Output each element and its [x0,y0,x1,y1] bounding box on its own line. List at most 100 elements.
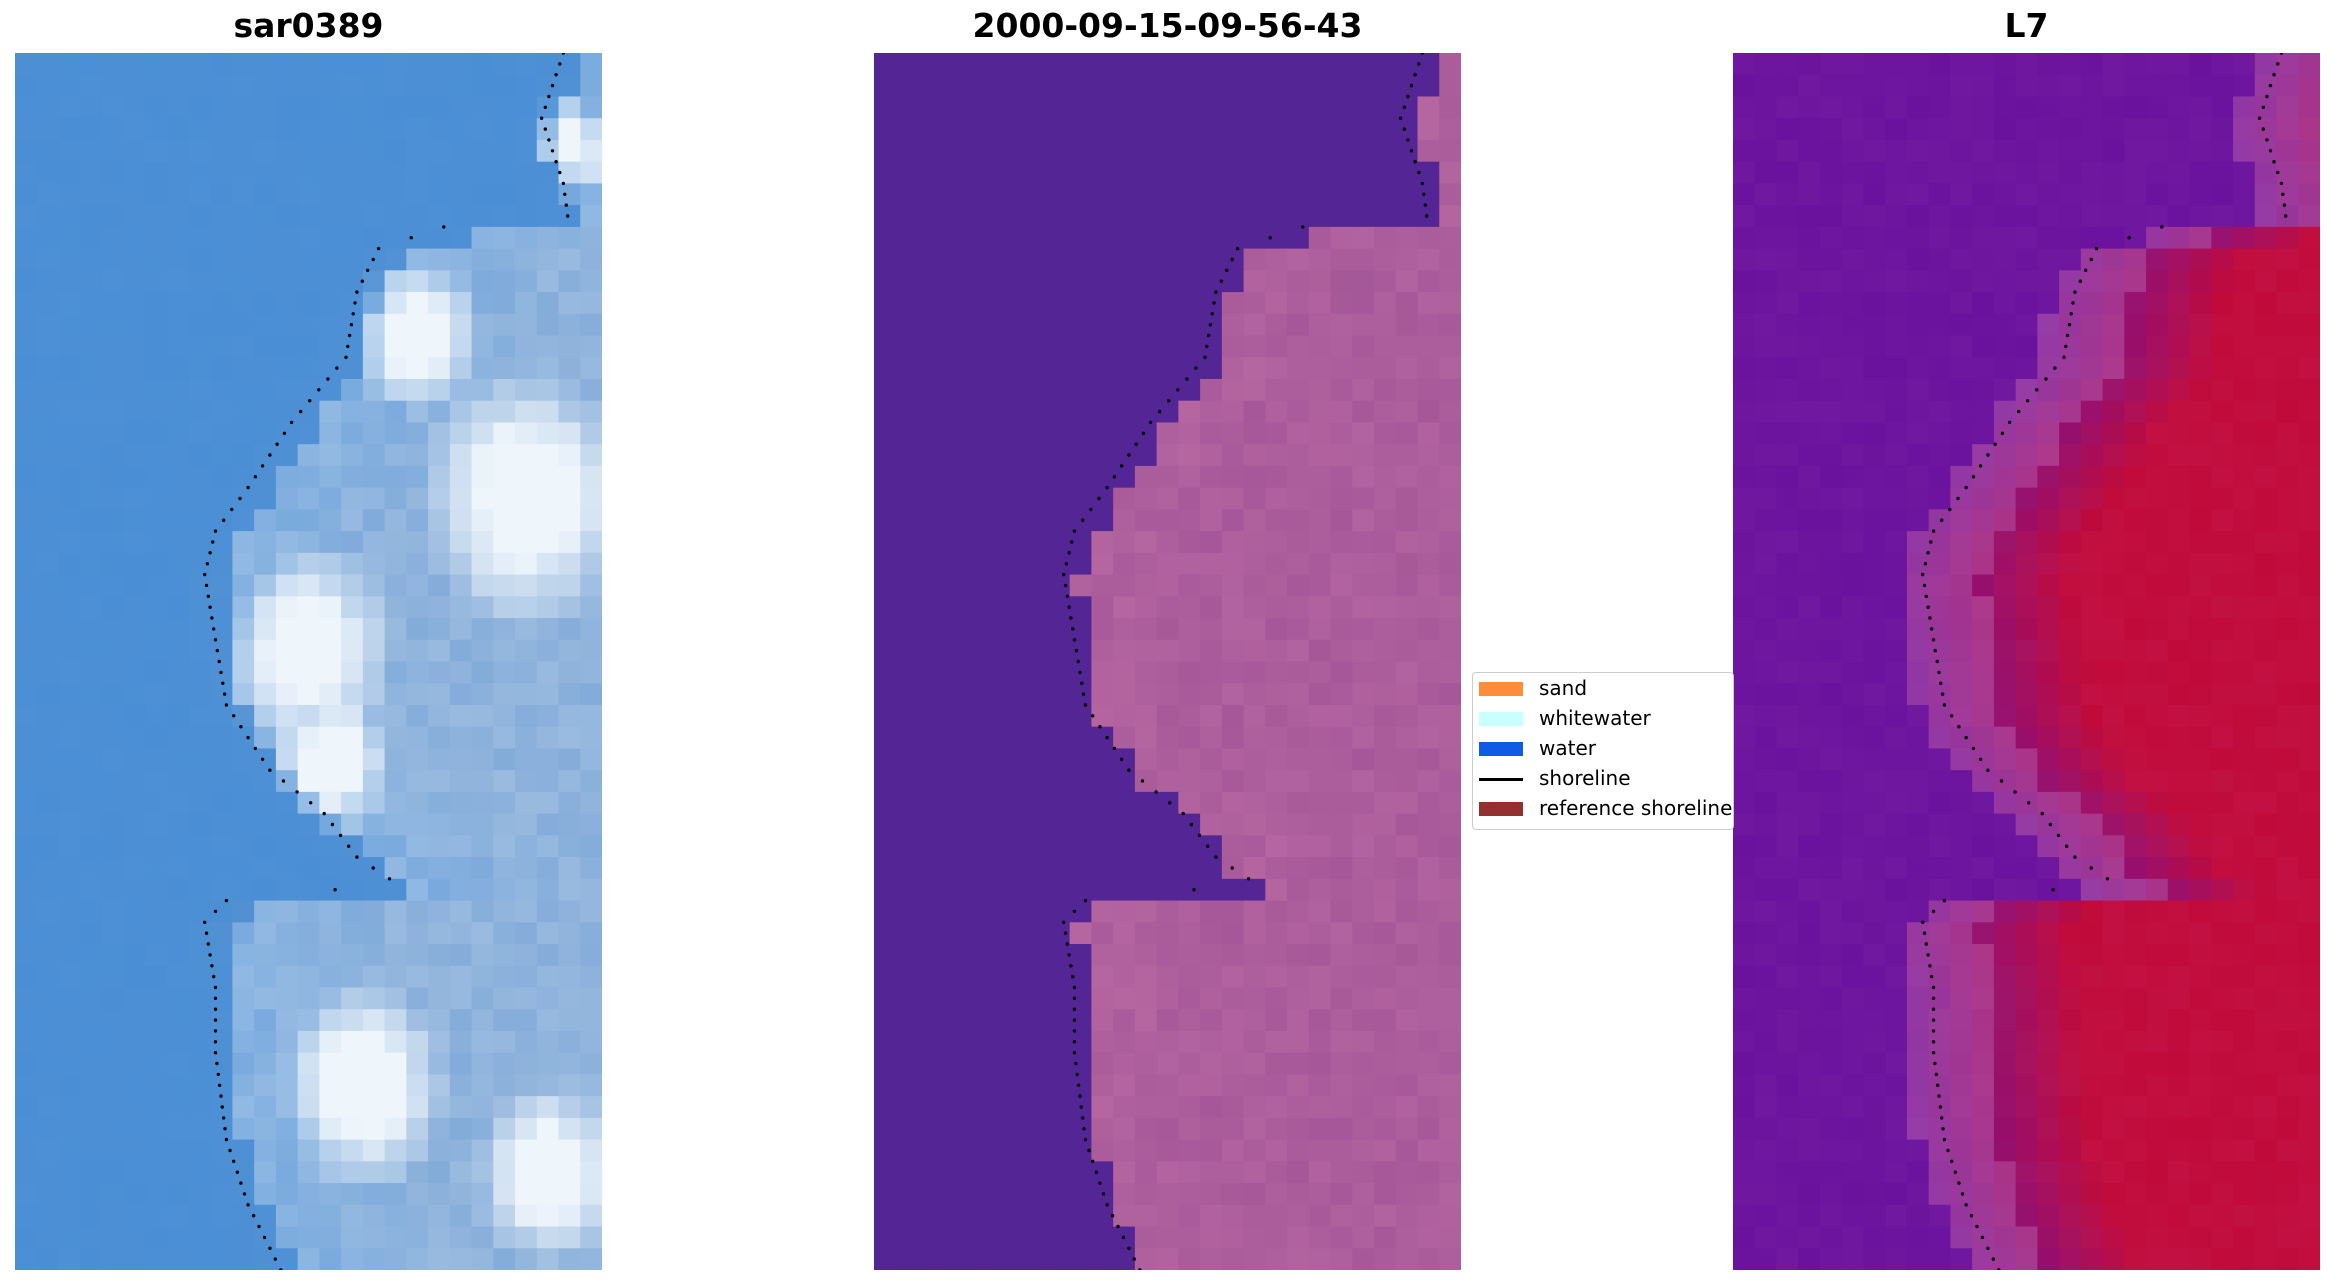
shoreline-dot [2282,203,2286,207]
shoreline-dot [219,1094,223,1098]
shoreline-dot [1956,496,1960,501]
shoreline-dot [563,192,567,196]
shoreline-dot [1940,692,1945,696]
shoreline-dot [558,62,562,66]
shoreline-dot [2089,866,2093,870]
shoreline-dot [1081,518,1085,522]
shoreline-dot [308,399,312,403]
shoreline-dot [376,246,381,251]
shoreline-dot [1069,964,1073,968]
shoreline-dot [1083,1137,1088,1142]
shoreline-dot [1246,877,1251,881]
shoreline-dot [1138,1268,1142,1270]
shoreline-dot [1076,659,1080,664]
shoreline-dot [1089,507,1093,512]
shoreline-dot [547,138,551,142]
shoreline-dot [1141,431,1146,435]
shoreline-dot [1067,953,1071,957]
shoreline-dot [1072,996,1077,1000]
shoreline-dot [215,648,219,653]
shoreline-dot [239,725,243,729]
shoreline-dot [1197,833,1202,838]
shoreline-dot [1409,83,1414,88]
shoreline-dot [346,344,350,349]
shoreline-dot [253,746,258,751]
shoreline-dot [1206,333,1211,338]
rgb-satellite-image [15,53,602,1270]
legend-label: whitewater [1539,706,1651,730]
shoreline-dot [2053,366,2057,370]
shoreline-dot [1931,529,1936,533]
water-index-image [1733,53,2320,1270]
shoreline-dot [222,692,227,696]
shoreline-dot [1075,1072,1079,1077]
shoreline-dot [213,529,218,533]
panel-title-index: L7 [2004,6,2049,45]
shoreline-dot [1930,974,1934,979]
shoreline-dot [1931,1018,1936,1022]
shoreline-dot [2261,105,2265,109]
shoreline-dot [347,844,351,848]
shoreline-dot [260,464,265,468]
shoreline-dot [1074,648,1078,653]
shoreline-dot [1926,605,1930,609]
shoreline-dot [1105,1203,1109,1207]
shoreline-dot [1975,1224,1979,1229]
shoreline-dot [1062,920,1066,924]
shoreline-dot [335,366,339,370]
shoreline-dot [235,1170,239,1174]
shoreline-dot [213,985,218,990]
legend-item-water: water [1473,735,1733,761]
shoreline-dot [2071,301,2075,305]
shoreline-dot [1922,931,1927,935]
shoreline-dot [1094,1170,1098,1174]
shoreline-dot [2265,138,2269,142]
shoreline-dot [1406,138,1410,142]
shoreline-dot [213,996,218,1000]
shoreline-dot [366,268,370,272]
shoreline-dot [1067,605,1071,609]
shoreline-dot [1076,1083,1081,1088]
shoreline-dot [1063,583,1068,588]
shoreline-dot [1181,811,1185,816]
shoreline-dot [212,627,216,631]
shoreline-dot [550,83,555,88]
shoreline-dot [238,496,242,501]
shoreline-dot [333,888,337,892]
shoreline-dot [2027,801,2031,805]
shoreline-dot [1931,985,1936,990]
shoreline-dot [1121,1235,1126,1240]
shoreline-dot [1991,1257,1995,1261]
shoreline-dot [206,594,210,598]
shoreline-dot [2084,268,2088,272]
shoreline-dot [1098,725,1102,729]
shoreline-dot [1112,475,1117,479]
reference-shoreline-swatch [1479,802,1523,816]
shoreline-dot [1176,388,1180,392]
shoreline-dot [1091,714,1095,718]
shoreline-dot [2268,149,2273,153]
shoreline-dot [1939,681,1943,685]
shoreline-dot [2007,420,2012,425]
shoreline-dot [1931,1007,1936,1011]
shoreline-dot [1986,1246,1990,1251]
shoreline-dot [1931,996,1936,1000]
shoreline-dot [204,583,209,588]
shoreline-dot [1127,1246,1131,1251]
shoreline-dot [2044,377,2048,381]
shoreline-dot [1406,94,1410,99]
shoreline-dot [221,681,225,685]
legend-item-reference-shoreline: reference shoreline [1473,795,1733,821]
shoreline-dot [1081,692,1086,696]
whitewater-swatch [1479,712,1523,726]
shoreline-dot [2127,236,2131,240]
shoreline-dot [1112,746,1117,751]
shoreline-dot [554,73,558,77]
shoreline-dot [371,866,375,870]
shoreline-dot [2078,279,2082,283]
shoreline-dot [1940,1116,1944,1120]
shoreline-dot [550,149,555,153]
shoreline-dot [210,616,214,620]
shoreline-dot [1078,1094,1082,1098]
shoreline-dot [1398,116,1403,120]
